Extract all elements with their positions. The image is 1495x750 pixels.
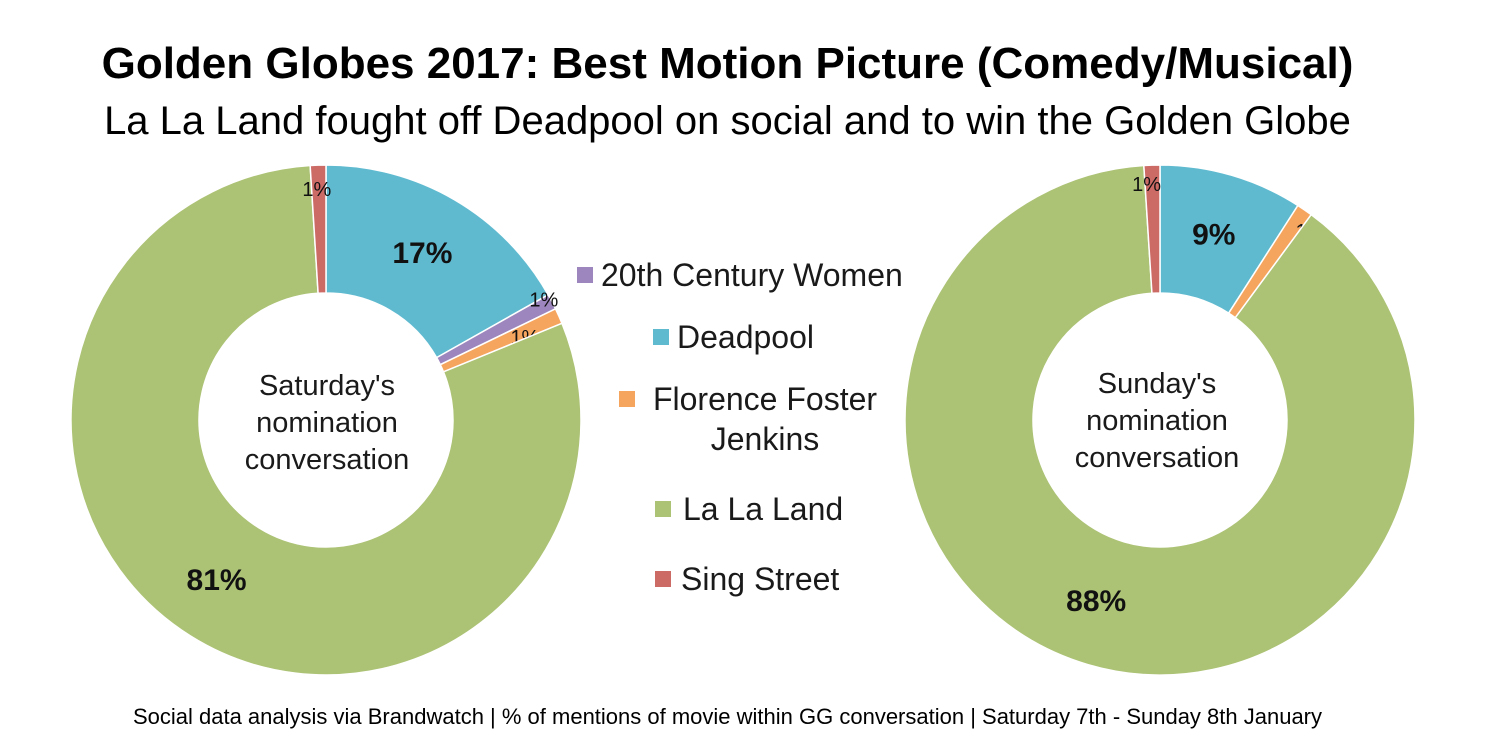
legend-label: La La Land	[683, 491, 844, 527]
legend-swatch	[655, 501, 671, 517]
chart-subtitle: La La Land fought off Deadpool on social…	[104, 99, 1351, 143]
legend-label: Florence Foster Jenkins	[643, 379, 887, 459]
slice-sing-street	[309, 164, 327, 295]
slice-la-la-land	[70, 164, 582, 676]
legend-label: Sing Street	[681, 561, 840, 597]
legend-label-line: Jenkins	[710, 421, 820, 457]
legend-label-line: Florence Foster	[652, 381, 878, 417]
sunday-center-label: Sunday's nomination conversation	[1047, 366, 1267, 477]
data-label: 9%	[1192, 219, 1235, 252]
slice-sing-street	[1143, 164, 1161, 295]
sunday-donut-chart: 9%1%88%1%	[904, 164, 1416, 676]
center-label-line: nomination	[1086, 405, 1228, 437]
slice-la-la-land	[904, 164, 1416, 676]
legend-swatch	[577, 267, 593, 283]
legend-label: Deadpool	[677, 319, 814, 355]
chart-title: Golden Globes 2017: Best Motion Picture …	[101, 39, 1354, 88]
legend-swatch	[619, 391, 635, 407]
footer-note: Social data analysis via Brandwatch | % …	[132, 704, 1323, 729]
legend-item-florence-foster-jenkins: Florence Foster Jenkins	[555, 379, 895, 463]
legend-label: 20th Century Women	[601, 257, 903, 293]
data-label: 1%	[529, 290, 558, 312]
center-label-line: Saturday's	[258, 370, 396, 402]
legend-swatch	[653, 329, 669, 345]
data-label: 1%	[1132, 174, 1161, 196]
data-label: 17%	[392, 237, 452, 270]
data-label: 81%	[187, 564, 247, 597]
data-label: 88%	[1066, 585, 1126, 618]
center-label-line: conversation	[244, 444, 410, 476]
slice-deadpool	[325, 164, 550, 359]
center-label-line: Sunday's	[1097, 368, 1217, 400]
saturday-donut-chart: 17%1%1%81%1%	[70, 164, 582, 676]
saturday-center-label: Saturday's nomination conversation	[217, 368, 437, 479]
data-label: 1%	[302, 179, 331, 201]
center-label-line: nomination	[256, 407, 398, 439]
center-label-line: conversation	[1074, 442, 1240, 474]
legend-swatch	[655, 571, 671, 587]
